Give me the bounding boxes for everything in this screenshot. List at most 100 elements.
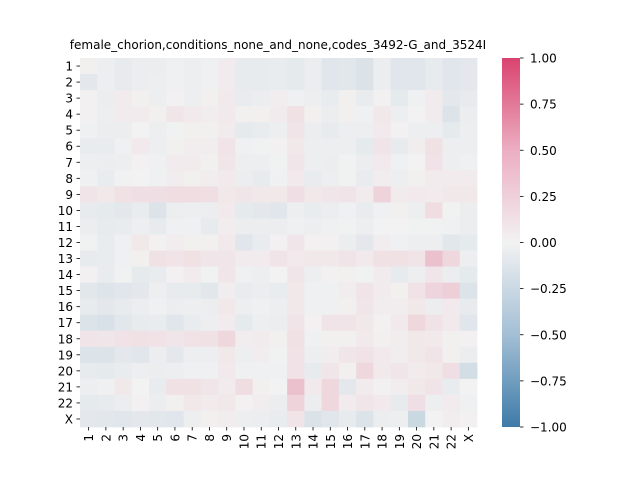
x-tick-label: 14 <box>307 434 321 449</box>
heatmap-cell-15-19 <box>390 282 409 300</box>
x-tick-label: 11 <box>255 434 269 449</box>
heatmap-cell-13-6 <box>166 250 184 267</box>
heatmap-cell-22-21 <box>425 394 443 412</box>
heatmap-cell-21-3 <box>114 378 133 396</box>
heatmap-cell-22-12 <box>269 394 288 412</box>
heatmap-cell-19-22 <box>442 346 461 364</box>
heatmap-cell-1-9 <box>218 58 236 75</box>
x-tick-label: 8 <box>203 434 217 442</box>
heatmap-cell-6-5 <box>149 138 167 155</box>
heatmap-cell-14-4 <box>131 266 150 284</box>
heatmap-cell-5-10 <box>235 122 254 139</box>
heatmap-cell-19-3 <box>114 346 133 364</box>
heatmap-cell-12-22 <box>442 234 461 251</box>
heatmap-cell-12-6 <box>166 234 184 251</box>
heatmap-cell-8-21 <box>425 170 443 187</box>
heatmap-cell-13-11 <box>252 250 271 267</box>
heatmap-cell-8-17 <box>356 170 374 187</box>
heatmap-cell-7-13 <box>287 154 305 171</box>
heatmap-cell-2-19 <box>390 74 409 91</box>
heatmap-cell-1-14 <box>304 58 323 75</box>
heatmap-cell-17-1 <box>80 314 98 332</box>
heatmap-cell-21-1 <box>80 378 98 396</box>
heatmap-cell-21-15 <box>321 378 340 396</box>
heatmap-cell-4-1 <box>80 106 98 123</box>
heatmap-cell-4-3 <box>114 106 133 123</box>
heatmap-cell-9-11 <box>252 186 271 203</box>
heatmap-cell-7-X <box>459 154 478 171</box>
heatmap-cell-4-6 <box>166 106 184 123</box>
heatmap-cell-17-X <box>459 314 478 332</box>
heatmap-cell-17-22 <box>442 314 461 332</box>
heatmap-cell-4-22 <box>442 106 461 123</box>
heatmap-cell-19-1 <box>80 346 98 364</box>
heatmap-cell-8-13 <box>287 170 305 187</box>
heatmap-cell-19-14 <box>304 346 323 364</box>
heatmap-cell-10-12 <box>269 202 288 219</box>
heatmap-cell-1-5 <box>149 58 167 75</box>
heatmap-cell-21-17 <box>356 378 374 396</box>
heatmap-cell-3-12 <box>269 90 288 107</box>
heatmap-cell-15-15 <box>321 282 340 300</box>
y-tick-label: 15 <box>58 284 73 298</box>
heatmap-cell-11-9 <box>218 218 236 235</box>
heatmap-cell-15-4 <box>131 282 150 300</box>
heatmap-cell-3-17 <box>356 90 374 107</box>
heatmap-cell-17-6 <box>166 314 184 332</box>
heatmap-cell-2-13 <box>287 74 305 91</box>
heatmap-cell-19-16 <box>338 346 357 364</box>
heatmap-cell-8-20 <box>407 170 426 187</box>
heatmap-cell-12-18 <box>373 234 392 251</box>
heatmap-cell-16-13 <box>287 298 305 316</box>
heatmap-cell-X-5 <box>149 410 167 428</box>
heatmap-cell-18-12 <box>269 330 288 348</box>
heatmap-cell-18-15 <box>321 330 340 348</box>
heatmap-cell-3-20 <box>407 90 426 107</box>
chart-title: female_chorion,conditions_none_and_none,… <box>70 38 486 52</box>
heatmap-cell-18-14 <box>304 330 323 348</box>
heatmap-cell-6-2 <box>97 138 115 155</box>
heatmap-cell-5-12 <box>269 122 288 139</box>
heatmap-cell-20-20 <box>407 362 426 380</box>
heatmap-cell-13-15 <box>321 250 340 267</box>
heatmap-cell-21-8 <box>200 378 219 396</box>
heatmap-cell-X-10 <box>235 410 254 428</box>
heatmap-cell-10-22 <box>442 202 461 219</box>
heatmap-cell-18-11 <box>252 330 271 348</box>
heatmap-cell-5-4 <box>131 122 150 139</box>
heatmap-cell-9-18 <box>373 186 392 203</box>
heatmap-cell-13-18 <box>373 250 392 267</box>
heatmap-cell-17-10 <box>235 314 254 332</box>
colorbar-tick-label: 0.75 <box>530 98 557 112</box>
heatmap-cell-10-4 <box>131 202 150 219</box>
heatmap-cell-14-7 <box>183 266 202 284</box>
heatmap-cell-21-22 <box>442 378 461 396</box>
heatmap-cell-20-10 <box>235 362 254 380</box>
y-tick-label: 22 <box>58 396 73 410</box>
heatmap-cell-21-18 <box>373 378 392 396</box>
heatmap-cell-17-9 <box>218 314 236 332</box>
heatmap-cell-15-22 <box>442 282 461 300</box>
heatmap-cell-20-19 <box>390 362 409 380</box>
heatmap-cell-2-12 <box>269 74 288 91</box>
heatmap-cell-8-16 <box>338 170 357 187</box>
heatmap-cell-4-11 <box>252 106 271 123</box>
x-tick-label: 17 <box>358 434 372 449</box>
heatmap-cell-5-2 <box>97 122 115 139</box>
heatmap-cell-16-6 <box>166 298 184 316</box>
heatmap-cell-2-10 <box>235 74 254 91</box>
heatmap-cell-6-4 <box>131 138 150 155</box>
heatmap-cell-18-6 <box>166 330 184 348</box>
x-tick-label: X <box>462 434 476 442</box>
heatmap-cell-2-7 <box>183 74 202 91</box>
heatmap-cell-7-3 <box>114 154 133 171</box>
heatmap-cell-14-X <box>459 266 478 284</box>
heatmap-cell-16-21 <box>425 298 443 316</box>
heatmap-cell-3-9 <box>218 90 236 107</box>
x-tick-label: 2 <box>99 434 113 442</box>
colorbar-tick-label: −0.75 <box>530 374 567 388</box>
heatmap-cell-17-4 <box>131 314 150 332</box>
heatmap-cell-9-X <box>459 186 478 203</box>
y-tick-label: 8 <box>65 172 73 186</box>
